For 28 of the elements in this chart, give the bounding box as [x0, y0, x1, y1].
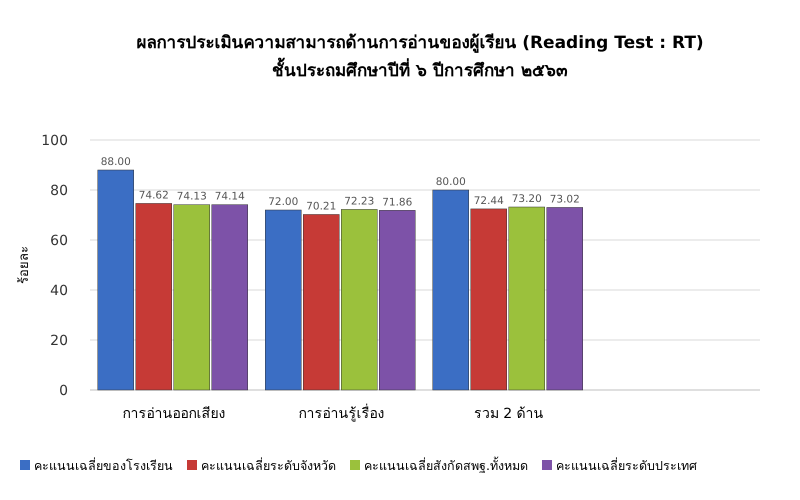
y-axis-title: ร้อยละ	[17, 246, 32, 284]
data-label: 70.21	[306, 200, 336, 212]
x-tick-label: การอ่านรู้เรื่อง	[298, 404, 384, 422]
x-tick-label: รวม 2 ด้าน	[474, 406, 544, 422]
y-tick-label: 20	[50, 333, 68, 349]
x-tick-label: การอ่านออกเสียง	[122, 406, 226, 422]
data-label: 74.62	[138, 189, 169, 202]
y-tick-label: 80	[50, 183, 68, 199]
data-label: 72.00	[268, 196, 298, 208]
legend-label: คะแนนเฉลี่ยระดับจังหวัด	[201, 457, 336, 473]
data-label: 80.00	[436, 176, 466, 188]
chart-title: ผลการประเมินความสามารถด้านการอ่านของผู้เรียน (Reading Test : RT)	[136, 32, 704, 54]
legend-label: คะแนนเฉลี่ยระดับประเทศ	[556, 457, 697, 473]
y-tick-label: 40	[50, 283, 68, 299]
legend-label: คะแนนเฉลี่ยสังกัดสพฐ.ทั้งหมด	[364, 456, 528, 473]
data-label: 73.02	[550, 193, 580, 206]
data-label: 71.86	[382, 196, 413, 208]
data-label: 72.23	[344, 195, 374, 208]
data-label: 88.00	[100, 156, 131, 168]
data-label: 73.20	[512, 193, 542, 205]
data-label: 74.13	[176, 190, 207, 203]
y-tick-label: 100	[41, 133, 68, 149]
data-label: 74.14	[214, 190, 246, 203]
y-tick-label: 0	[59, 383, 68, 399]
y-tick-label: 60	[50, 233, 68, 249]
legend-label: คะแนนเฉลี่ยของโรงเรียน	[34, 457, 173, 473]
data-label: 72.44	[474, 194, 504, 207]
chart-subtitle: ชั้นประถมศึกษาปีที่ ๖ ปีการศึกษา ๒๕๖๓	[272, 57, 568, 81]
